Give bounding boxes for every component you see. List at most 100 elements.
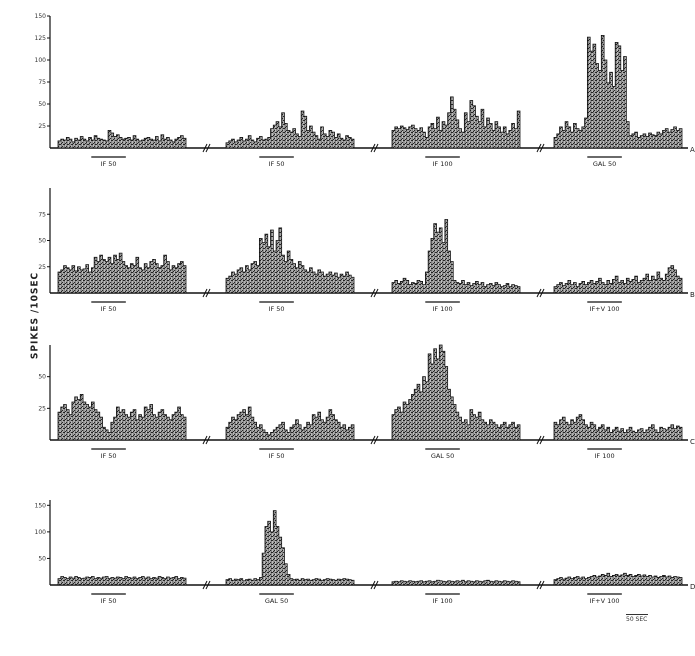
histogram-bar <box>576 286 578 293</box>
histogram-bar <box>606 573 609 585</box>
histogram-bar <box>643 574 645 585</box>
panel-1: IF 50 <box>57 252 211 313</box>
histogram-bar <box>231 580 234 585</box>
stimulus-label: IF+V 100 <box>590 597 620 605</box>
histogram-bar <box>598 278 600 293</box>
histogram-bar <box>497 581 500 585</box>
histogram-bar <box>392 414 394 440</box>
histogram-bar <box>292 424 295 440</box>
histogram-bar <box>587 37 589 148</box>
histogram-bar <box>495 121 497 148</box>
histogram-bar <box>312 579 314 585</box>
histogram-bar <box>623 56 626 148</box>
histogram-bar <box>340 138 342 148</box>
histogram-bar <box>428 580 430 586</box>
histogram-bar <box>295 419 298 440</box>
axis-break-mark <box>536 288 545 298</box>
histogram-bar <box>60 407 63 440</box>
histogram-bar <box>668 267 670 293</box>
histogram-bar <box>559 126 562 148</box>
histogram-bar <box>651 134 653 148</box>
histogram-bar <box>403 581 405 585</box>
histogram-bar <box>340 579 342 585</box>
histogram-bar <box>262 553 264 585</box>
histogram-bar <box>486 118 489 148</box>
histogram-bar <box>166 137 168 148</box>
y-tick-label: 150 <box>35 13 47 20</box>
panel-2: IF 50 <box>225 227 379 313</box>
histogram-row-c: 50 25 IF 50 IF 50 GAL 50 IF 100 C <box>38 344 695 460</box>
panel-3: IF 100 <box>391 579 545 605</box>
histogram-bar <box>640 428 642 440</box>
histogram-bar <box>439 227 441 293</box>
histogram-bar <box>612 279 614 293</box>
histogram-bar <box>262 429 264 440</box>
histogram-bar <box>612 429 614 440</box>
axis-break-mark <box>202 580 211 590</box>
histogram-bar <box>486 424 489 440</box>
histogram-bar <box>456 580 458 586</box>
histogram-bar <box>119 137 121 148</box>
y-tick-label: 50 <box>38 238 46 245</box>
histogram-bar <box>287 130 289 148</box>
histogram-bar <box>593 283 595 293</box>
histogram-bar <box>262 140 264 148</box>
histogram-bar <box>444 125 447 148</box>
histogram-bar <box>392 282 394 293</box>
histogram-bar <box>567 577 570 585</box>
histogram-bar <box>414 389 416 440</box>
histogram-bar <box>71 402 74 440</box>
histogram-bar <box>562 130 564 148</box>
histogram-bar <box>256 579 259 585</box>
histogram-bar <box>461 280 464 293</box>
histogram-bar <box>461 422 464 440</box>
histogram-bar <box>422 132 425 148</box>
histogram-bar <box>228 276 231 293</box>
histogram-bar <box>623 432 626 440</box>
histogram-bar <box>133 265 135 293</box>
histogram-bar <box>108 432 110 440</box>
histogram-bar <box>135 419 138 440</box>
histogram-bar <box>265 234 267 293</box>
histogram-bar <box>242 141 245 148</box>
histogram-bar <box>414 128 416 148</box>
histogram-bar <box>676 426 678 440</box>
histogram-bar <box>467 282 469 293</box>
histogram-bar <box>298 580 300 585</box>
histogram-bar <box>590 280 592 293</box>
histogram-bar <box>239 267 242 293</box>
histogram-bar <box>433 348 436 440</box>
histogram-bar <box>506 581 508 585</box>
histogram-bar <box>648 427 651 440</box>
histogram-bar <box>77 266 79 294</box>
histogram-bar <box>312 272 314 293</box>
histogram-bar <box>85 141 88 148</box>
histogram-bar <box>634 276 637 293</box>
histogram-bar <box>348 427 350 440</box>
histogram-bar <box>329 130 331 148</box>
histogram-bar <box>620 574 623 585</box>
histogram-bar <box>620 280 623 293</box>
histogram-bar <box>469 285 472 293</box>
histogram-bar <box>287 432 289 440</box>
histogram-bar <box>320 419 323 440</box>
histogram-bar <box>135 139 138 148</box>
histogram-bar <box>472 283 475 293</box>
histogram-bar <box>309 580 311 585</box>
histogram-bar <box>481 419 483 440</box>
histogram-bar <box>403 402 405 440</box>
histogram-bar <box>673 428 676 440</box>
histogram-bar <box>483 286 486 293</box>
histogram-bar <box>573 422 575 440</box>
histogram-area <box>57 130 187 149</box>
histogram-bar <box>237 579 239 585</box>
histogram-bar <box>74 270 77 293</box>
histogram-bar <box>290 132 292 148</box>
histogram-bar <box>668 427 670 440</box>
histogram-bar <box>91 402 93 440</box>
histogram-bar <box>63 140 66 148</box>
panel-3: GAL 50 <box>391 344 545 460</box>
histogram-bar <box>433 581 436 585</box>
histogram-bar <box>514 581 516 585</box>
histogram-bar <box>270 230 272 293</box>
